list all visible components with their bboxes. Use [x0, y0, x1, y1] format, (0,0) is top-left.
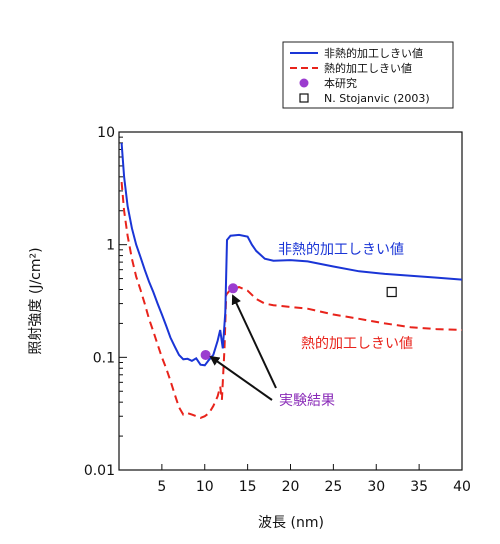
arrow-to-point-1 [209, 355, 273, 401]
legend-marker-stojanvic [299, 93, 309, 103]
annotation-thermal-label: 熱的加工しきい値 [301, 336, 413, 352]
legend: 非熱的加工しきい値 熱的加工しきい値 本研究 N. Stojanvic (200… [282, 41, 454, 109]
x-axis-title: 波長 (nm) [258, 515, 324, 531]
data-point-this-study [228, 283, 239, 294]
plot-frame [118, 131, 463, 471]
legend-label-nonthermal: 非熱的加工しきい値 [324, 46, 423, 60]
annotation-arrows [209, 294, 277, 401]
x-tick-label: 40 [453, 479, 471, 495]
series-markers [200, 283, 397, 360]
x-tick-label: 20 [282, 479, 300, 495]
data-point-stojanvic [386, 286, 397, 298]
x-tick-label: 15 [239, 479, 257, 495]
series-line-thermal [120, 181, 463, 419]
y-tick-label: 1 [106, 238, 115, 254]
annotation-experiment-label: 実験結果 [279, 393, 335, 409]
annotation-nonthermal-label: 非熱的加工しきい値 [278, 242, 404, 258]
data-point-this-study [200, 349, 211, 360]
x-tick-label: 30 [367, 479, 385, 495]
y-tick-label: 10 [97, 125, 115, 141]
x-tick-label: 10 [196, 479, 214, 495]
legend-label-stojanvic: N. Stojanvic (2003) [324, 92, 430, 105]
y-tick-label: 0.1 [93, 350, 115, 366]
x-axis: 5 10 15 20 25 30 35 40 [157, 464, 471, 495]
series-lines [120, 142, 463, 419]
y-axis: 0.01 0.1 1 10 [84, 125, 127, 479]
series-line-nonthermal [120, 142, 463, 367]
legend-label-thermal: 熱的加工しきい値 [324, 61, 412, 75]
y-axis-title: 照射強度 (J/cm²) [28, 247, 44, 354]
y-tick-label: 0.01 [84, 463, 115, 479]
x-tick-label: 35 [410, 479, 428, 495]
x-tick-label: 25 [324, 479, 342, 495]
legend-marker-this-study [299, 78, 309, 88]
x-tick-label: 5 [157, 479, 166, 495]
arrow-to-point-2 [231, 294, 277, 389]
legend-label-this-study: 本研究 [324, 76, 357, 90]
